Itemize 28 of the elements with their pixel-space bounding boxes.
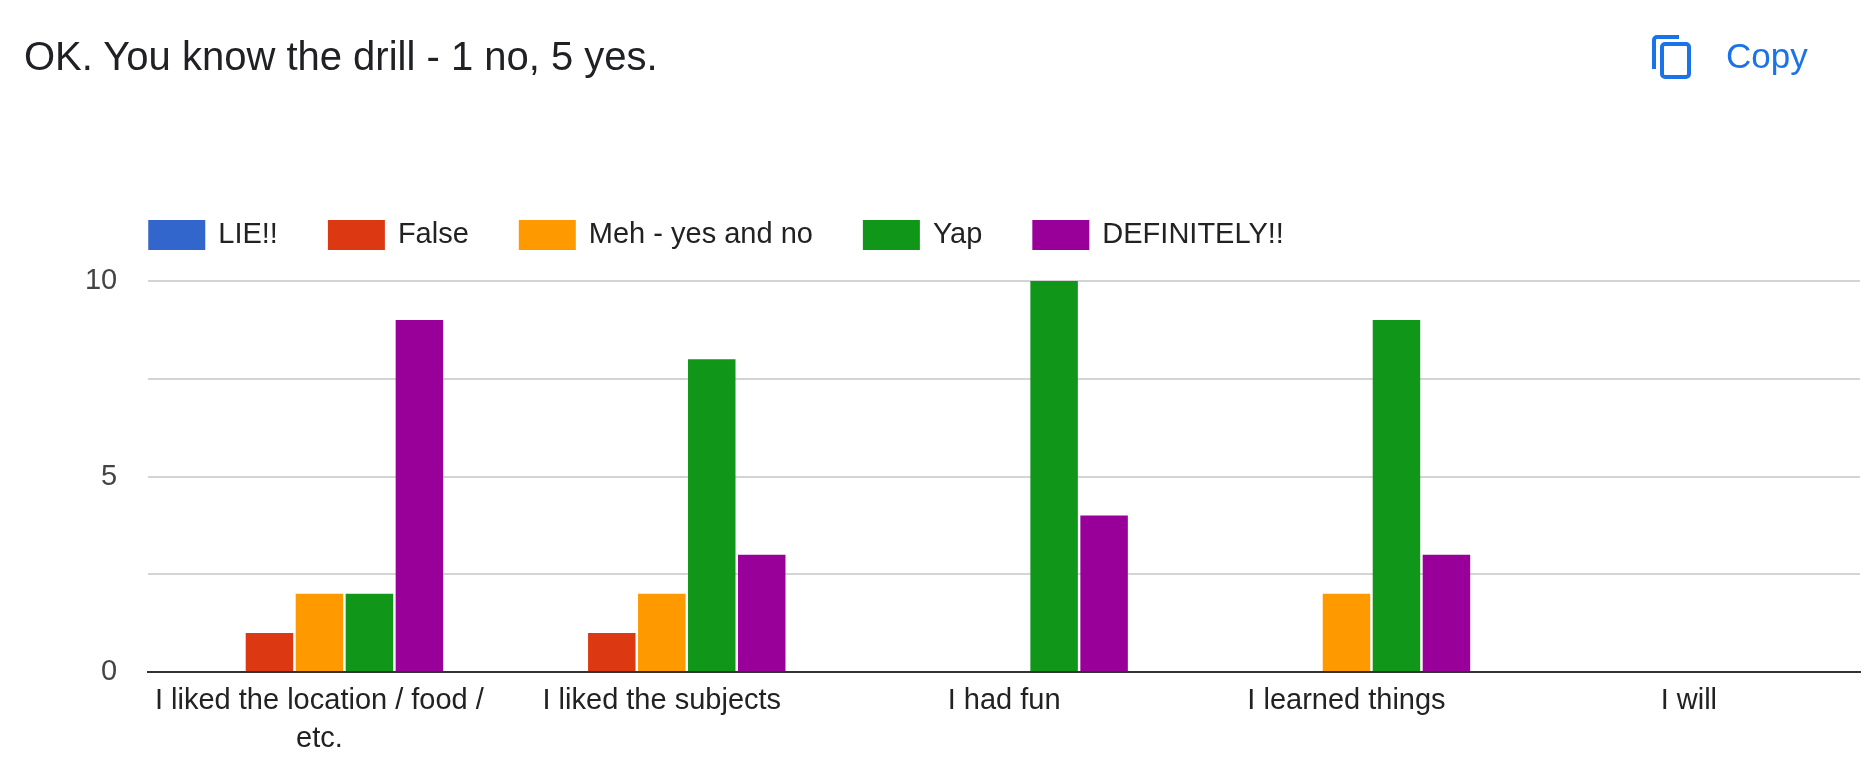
x-tick-label: I learned things	[1247, 683, 1446, 716]
bar	[738, 554, 786, 672]
x-tick-label: I liked the location / food / etc.	[154, 683, 485, 754]
x-tick-label: I will	[1660, 683, 1718, 716]
y-tick-label: 5	[101, 458, 118, 491]
legend-label: Meh - yes and no	[588, 217, 813, 249]
bar	[295, 593, 344, 672]
bar	[1372, 320, 1421, 672]
bar	[588, 632, 636, 672]
y-tick-label: 0	[101, 654, 118, 687]
bar	[1030, 281, 1078, 672]
legend-label: DEFINITELY!!	[1102, 217, 1284, 249]
bar	[395, 320, 444, 672]
bar	[688, 359, 736, 672]
bar	[638, 593, 686, 672]
legend-label: False	[397, 217, 469, 249]
bar	[1080, 515, 1128, 672]
y-tick-label: 10	[84, 263, 118, 295]
chart-title: OK. You know the drill - 1 no, 5 yes.	[24, 33, 658, 80]
legend-label: LIE!!	[218, 217, 278, 249]
text: Copy	[1726, 35, 1808, 77]
x-tick-label: I had fun	[947, 683, 1061, 716]
x-tick-label: I liked the subjects	[542, 683, 782, 716]
legend-label: Yap	[932, 217, 983, 249]
bar	[1322, 593, 1371, 672]
bar	[1422, 554, 1471, 672]
bar	[345, 593, 394, 672]
bar	[245, 632, 294, 672]
